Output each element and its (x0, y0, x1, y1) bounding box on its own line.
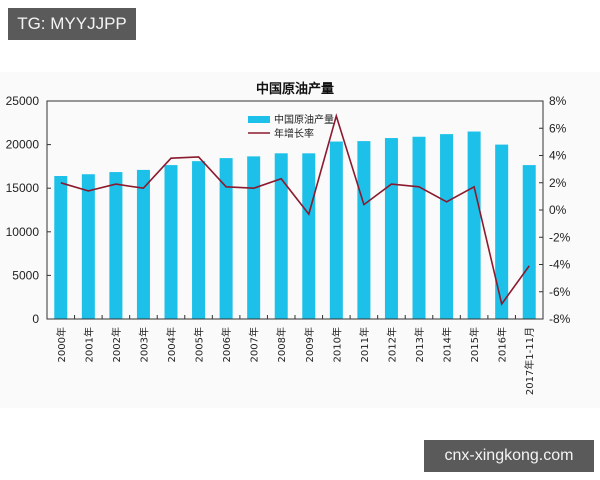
right-tick-label: -4% (549, 258, 571, 272)
legend: 中国原油产量 年增长率 (248, 113, 334, 140)
left-tick-label: 15000 (6, 181, 40, 195)
bar-2003年 (136, 169, 150, 319)
x-label: 2001年 (82, 327, 95, 362)
right-tick-label: -8% (549, 312, 571, 326)
left-axis-ticks: 0 5000 10000 15000 20000 25000 (6, 94, 51, 326)
bar-2009年 (302, 153, 316, 319)
bar-2004年 (164, 165, 178, 319)
x-label: 2009年 (303, 327, 316, 362)
bar-2001年 (81, 174, 95, 319)
bar-2010年 (329, 141, 343, 319)
legend-bar-swatch (248, 116, 270, 123)
telegram-badge: TG: MYYJJPP (8, 8, 136, 40)
x-label: 2005年 (193, 327, 206, 362)
legend-bar-label: 中国原油产量 (274, 113, 334, 126)
x-label: 2002年 (110, 327, 123, 362)
x-label: 2010年 (330, 327, 343, 362)
left-tick-label: 25000 (6, 94, 40, 108)
bar-2014年 (440, 134, 454, 319)
bar-2005年 (192, 161, 206, 319)
bar-2015年 (467, 131, 481, 319)
right-tick-label: 6% (549, 121, 567, 135)
right-tick-label: 8% (549, 94, 567, 108)
right-axis-ticks: -8% -6% -4% -2% 0% 2% 4% 6% 8% (539, 94, 571, 326)
bar-2016年 (495, 144, 509, 319)
x-label: 2000年 (55, 327, 68, 362)
legend-line-label: 年增长率 (274, 127, 314, 140)
right-tick-label: -2% (549, 230, 571, 244)
right-tick-label: 2% (549, 176, 567, 190)
bar-2017年1-11月 (522, 165, 536, 319)
x-label: 2014年 (441, 327, 454, 362)
right-tick-label: 0% (549, 203, 567, 217)
left-tick-label: 0 (32, 312, 39, 326)
growth-rate-line (60, 113, 530, 306)
x-label: 2015年 (468, 327, 481, 362)
bar-2012年 (384, 138, 398, 319)
x-label: 2006年 (220, 327, 233, 362)
bar-2006年 (219, 158, 233, 319)
x-label: 2008年 (275, 327, 288, 362)
bar-2008年 (274, 153, 288, 319)
website-watermark: cnx-xingkong.com (424, 440, 594, 472)
left-tick-label: 5000 (12, 268, 39, 282)
x-label: 2011年 (358, 327, 371, 362)
chart-title: 中国原油产量 (256, 81, 334, 97)
bar-2011年 (357, 141, 371, 319)
left-tick-label: 20000 (6, 138, 40, 152)
x-label: 2007年 (248, 327, 261, 362)
x-label: 2004年 (165, 327, 178, 362)
bar-2000年 (54, 175, 68, 319)
x-label: 2003年 (137, 327, 150, 362)
x-label: 2017年1-11月 (523, 327, 536, 395)
x-label: 2013年 (413, 327, 426, 362)
bar-2007年 (247, 156, 261, 319)
x-label: 2016年 (496, 327, 509, 362)
bar-2002年 (109, 172, 123, 319)
x-label: 2012年 (385, 327, 398, 362)
bar-series (54, 131, 536, 319)
left-tick-label: 10000 (6, 225, 40, 239)
right-tick-label: -6% (549, 285, 571, 299)
bar-2013年 (412, 136, 426, 319)
right-tick-label: 4% (549, 149, 567, 163)
x-axis-labels: 2000年 2001年 2002年 2003年 2004年 2005年 2006年 2007年… (55, 327, 536, 395)
